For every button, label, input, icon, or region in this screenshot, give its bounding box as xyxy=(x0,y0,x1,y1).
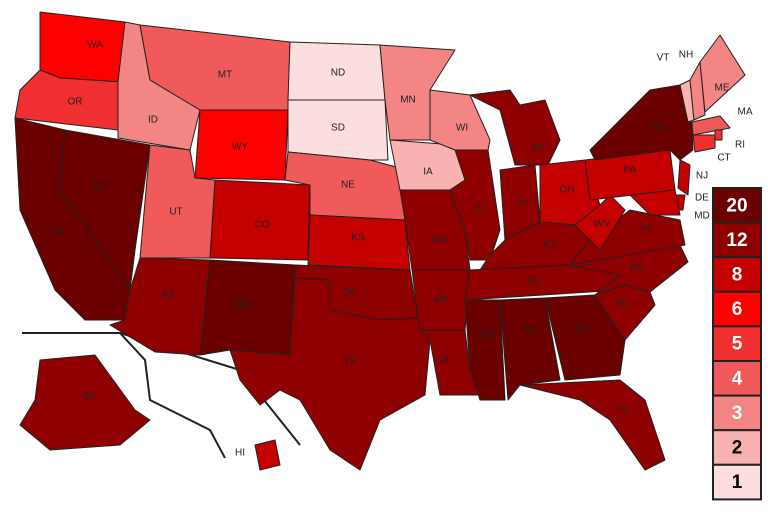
state xyxy=(39,11,126,83)
state-label: VA xyxy=(639,223,652,234)
state xyxy=(19,354,151,451)
legend-label: 12 xyxy=(726,230,747,251)
state-label: WY xyxy=(232,142,248,153)
state-label: OR xyxy=(68,97,83,108)
state-label: MI xyxy=(532,143,543,154)
state-label: LA xyxy=(437,355,450,366)
state xyxy=(692,134,716,153)
state-label: NV xyxy=(93,183,107,194)
state-label: TN xyxy=(526,277,539,288)
state-label: CO xyxy=(255,220,270,231)
state xyxy=(714,129,723,141)
state-label: WI xyxy=(456,123,468,134)
state xyxy=(59,129,151,291)
state xyxy=(677,159,691,196)
state xyxy=(699,34,746,113)
state-label: MN xyxy=(400,95,416,106)
legend-swatch xyxy=(712,429,762,466)
inset-border xyxy=(22,332,226,459)
state-label: VT xyxy=(657,53,670,64)
state-label: NC xyxy=(630,263,644,274)
legend-label: 1 xyxy=(732,472,743,493)
state-label: KS xyxy=(351,233,365,244)
state xyxy=(629,189,681,216)
state-label: AR xyxy=(434,295,448,306)
legend-label: 6 xyxy=(732,299,743,320)
state-label: MT xyxy=(218,70,232,81)
state-label: ND xyxy=(331,68,345,79)
state-label: WV xyxy=(594,219,610,230)
state-label: IL xyxy=(476,203,485,214)
legend-swatch xyxy=(712,360,762,397)
legend-label: 5 xyxy=(732,334,743,355)
state xyxy=(287,99,389,161)
state xyxy=(569,244,689,296)
state-label: TX xyxy=(344,357,357,368)
state-label: GA xyxy=(575,323,590,334)
state-label: MD xyxy=(694,211,710,222)
state-label: NE xyxy=(341,180,355,191)
legend-label: 2 xyxy=(732,438,743,459)
state-label: WA xyxy=(87,40,103,51)
state xyxy=(469,89,561,166)
state xyxy=(589,84,694,161)
state-label: OK xyxy=(343,288,358,299)
legend-label: 3 xyxy=(732,403,743,424)
legend: 20 12 8 6 5 4 3 2 1 xyxy=(712,187,762,501)
legend-swatch xyxy=(712,463,762,501)
state-label: NH xyxy=(679,50,693,61)
state-label: DE xyxy=(695,193,709,204)
state xyxy=(569,209,686,266)
state-label: SC xyxy=(615,298,629,309)
state-label: NM xyxy=(235,300,251,311)
state-label: KY xyxy=(543,240,557,251)
state-label: MO xyxy=(432,235,448,246)
legend-label: 20 xyxy=(726,195,747,216)
state xyxy=(691,115,731,136)
state-label: OH xyxy=(560,185,575,196)
state-label: NY xyxy=(653,123,667,134)
legend-swatch xyxy=(712,394,762,432)
state-label: PA xyxy=(624,165,637,176)
state-label: NJ xyxy=(696,171,708,182)
state-label: AZ xyxy=(162,290,175,301)
state-label: HI xyxy=(235,448,245,459)
state xyxy=(544,294,626,381)
legend-label: 4 xyxy=(732,368,743,389)
state-label: IA xyxy=(423,167,433,178)
state xyxy=(574,194,626,251)
state-label: AL xyxy=(524,325,537,336)
state-label: AK xyxy=(83,392,97,403)
state-label: IN xyxy=(517,198,527,209)
state xyxy=(449,149,501,261)
state-label: ME xyxy=(715,83,730,94)
legend-swatch xyxy=(712,290,762,328)
state xyxy=(229,277,431,471)
state-label: SD xyxy=(331,123,345,134)
state-label: ID xyxy=(148,115,158,126)
state-label: UT xyxy=(169,207,182,218)
state-label: CT xyxy=(717,153,730,164)
state xyxy=(519,379,666,471)
state-label: CA xyxy=(51,227,65,238)
state-label: MA xyxy=(738,107,753,118)
state-label: MS xyxy=(481,330,496,341)
state xyxy=(254,439,281,471)
state-label: FL xyxy=(617,405,629,416)
state-label: RI xyxy=(735,140,745,151)
states: WA OR CA NV ID MT WY UT CO AZ NM ND SD NE KS OK TX MN IA MO… xyxy=(14,11,753,471)
legend-swatch xyxy=(712,221,762,259)
state xyxy=(464,299,506,401)
state xyxy=(499,297,561,401)
legend-label: 8 xyxy=(732,265,743,286)
